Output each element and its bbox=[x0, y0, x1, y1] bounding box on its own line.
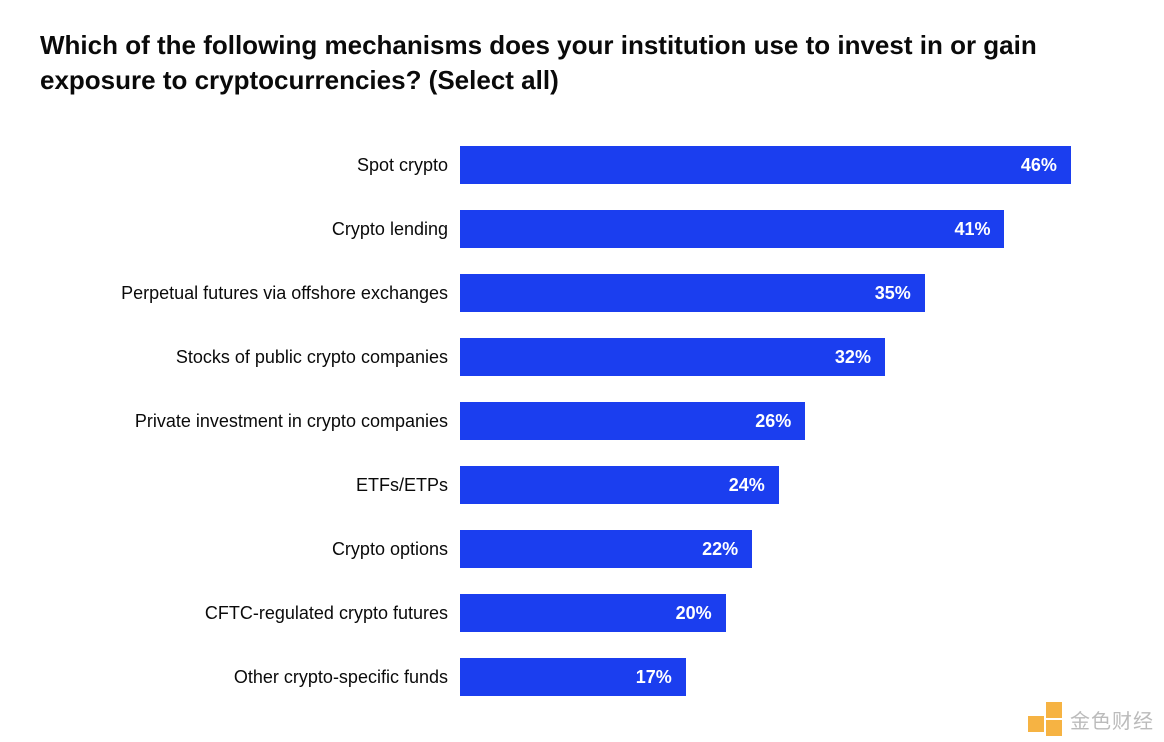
value-label: 41% bbox=[954, 219, 990, 240]
bar-track: 41% bbox=[460, 210, 1124, 248]
bar: 41% bbox=[460, 210, 1004, 248]
bar-track: 20% bbox=[460, 594, 1124, 632]
bar-track: 35% bbox=[460, 274, 1124, 312]
chart-row: CFTC-regulated crypto futures 20% bbox=[40, 594, 1124, 632]
bar: 24% bbox=[460, 466, 779, 504]
bar: 26% bbox=[460, 402, 805, 440]
bar-track: 22% bbox=[460, 530, 1124, 568]
chart-row: Private investment in crypto companies 26… bbox=[40, 402, 1124, 440]
category-label: Crypto lending bbox=[40, 219, 460, 240]
watermark-text: 金色财经 bbox=[1070, 705, 1154, 734]
bar: 20% bbox=[460, 594, 726, 632]
category-label: Stocks of public crypto companies bbox=[40, 347, 460, 368]
category-label: Crypto options bbox=[40, 539, 460, 560]
category-label: Perpetual futures via offshore exchanges bbox=[40, 283, 460, 304]
chart-title: Which of the following mechanisms does y… bbox=[40, 28, 1124, 98]
chart-row: Spot crypto 46% bbox=[40, 146, 1124, 184]
bar-track: 32% bbox=[460, 338, 1124, 376]
value-label: 22% bbox=[702, 539, 738, 560]
category-label: CFTC-regulated crypto futures bbox=[40, 603, 460, 624]
bar-track: 26% bbox=[460, 402, 1124, 440]
bar-track: 46% bbox=[460, 146, 1124, 184]
chart-row: Crypto lending 41% bbox=[40, 210, 1124, 248]
value-label: 26% bbox=[755, 411, 791, 432]
value-label: 35% bbox=[875, 283, 911, 304]
chart-row: Other crypto-specific funds 17% bbox=[40, 658, 1124, 696]
value-label: 17% bbox=[636, 667, 672, 688]
bar: 32% bbox=[460, 338, 885, 376]
bar: 17% bbox=[460, 658, 686, 696]
value-label: 32% bbox=[835, 347, 871, 368]
chart-row: ETFs/ETPs 24% bbox=[40, 466, 1124, 504]
value-label: 46% bbox=[1021, 155, 1057, 176]
chart-row: Stocks of public crypto companies 32% bbox=[40, 338, 1124, 376]
chart-row: Crypto options 22% bbox=[40, 530, 1124, 568]
value-label: 24% bbox=[729, 475, 765, 496]
value-label: 20% bbox=[676, 603, 712, 624]
category-label: ETFs/ETPs bbox=[40, 475, 460, 496]
category-label: Spot crypto bbox=[40, 155, 460, 176]
category-label: Private investment in crypto companies bbox=[40, 411, 460, 432]
watermark: 金色财经 bbox=[1028, 702, 1154, 736]
bar: 35% bbox=[460, 274, 925, 312]
bar-chart: Spot crypto 46% Crypto lending 41% Perpetual… bbox=[40, 146, 1124, 696]
category-label: Other crypto-specific funds bbox=[40, 667, 460, 688]
watermark-logo-icon bbox=[1028, 702, 1062, 736]
bar: 22% bbox=[460, 530, 752, 568]
bar: 46% bbox=[460, 146, 1071, 184]
bar-track: 24% bbox=[460, 466, 1124, 504]
bar-track: 17% bbox=[460, 658, 1124, 696]
chart-row: Perpetual futures via offshore exchanges… bbox=[40, 274, 1124, 312]
